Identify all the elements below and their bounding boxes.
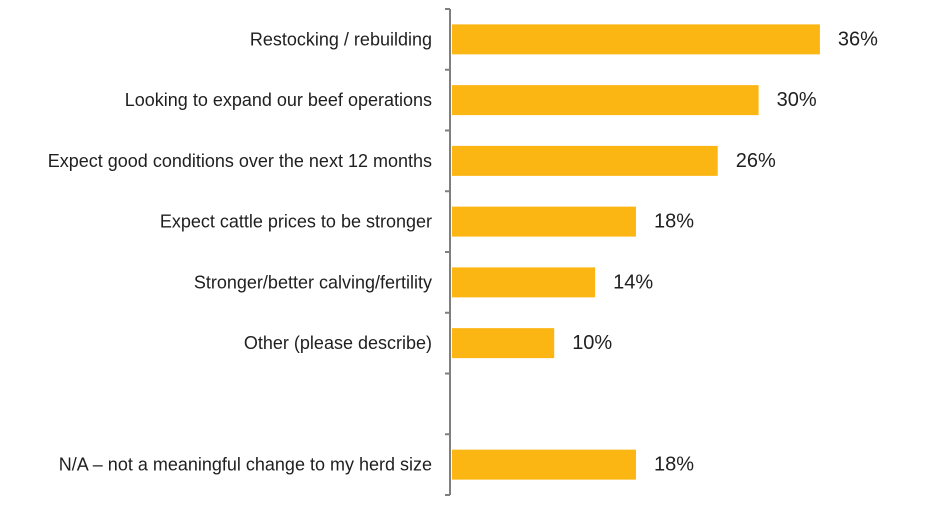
data-label: 30% xyxy=(777,89,817,111)
category-label: N/A – not a meaningful change to my herd… xyxy=(59,455,432,475)
category-label: Restocking / rebuilding xyxy=(250,29,432,49)
category-label: Other (please describe) xyxy=(244,333,432,353)
data-label: 10% xyxy=(572,332,612,354)
bar xyxy=(452,206,636,237)
bar xyxy=(452,24,820,55)
category-label: Stronger/better calving/fertility xyxy=(194,272,432,292)
category-labels-layer: Restocking / rebuilding Looking to expand… xyxy=(48,29,432,474)
bar xyxy=(452,145,718,176)
bar xyxy=(452,449,636,480)
data-label: 26% xyxy=(736,150,776,172)
category-label: Expect cattle prices to be stronger xyxy=(160,212,432,232)
data-label: 18% xyxy=(654,454,694,476)
bars-layer xyxy=(452,24,820,480)
value-labels-layer: 36% 30% 26% 18% 14% 10% 18% xyxy=(572,28,878,475)
data-label: 18% xyxy=(654,211,694,233)
category-label: Looking to expand our beef operations xyxy=(125,90,432,110)
bar xyxy=(452,267,596,298)
bar xyxy=(452,85,759,116)
bar xyxy=(452,328,555,359)
category-label: Expect good conditions over the next 12 … xyxy=(48,151,432,171)
data-label: 14% xyxy=(613,271,653,293)
data-label: 36% xyxy=(838,28,878,50)
category-axis xyxy=(445,8,451,496)
